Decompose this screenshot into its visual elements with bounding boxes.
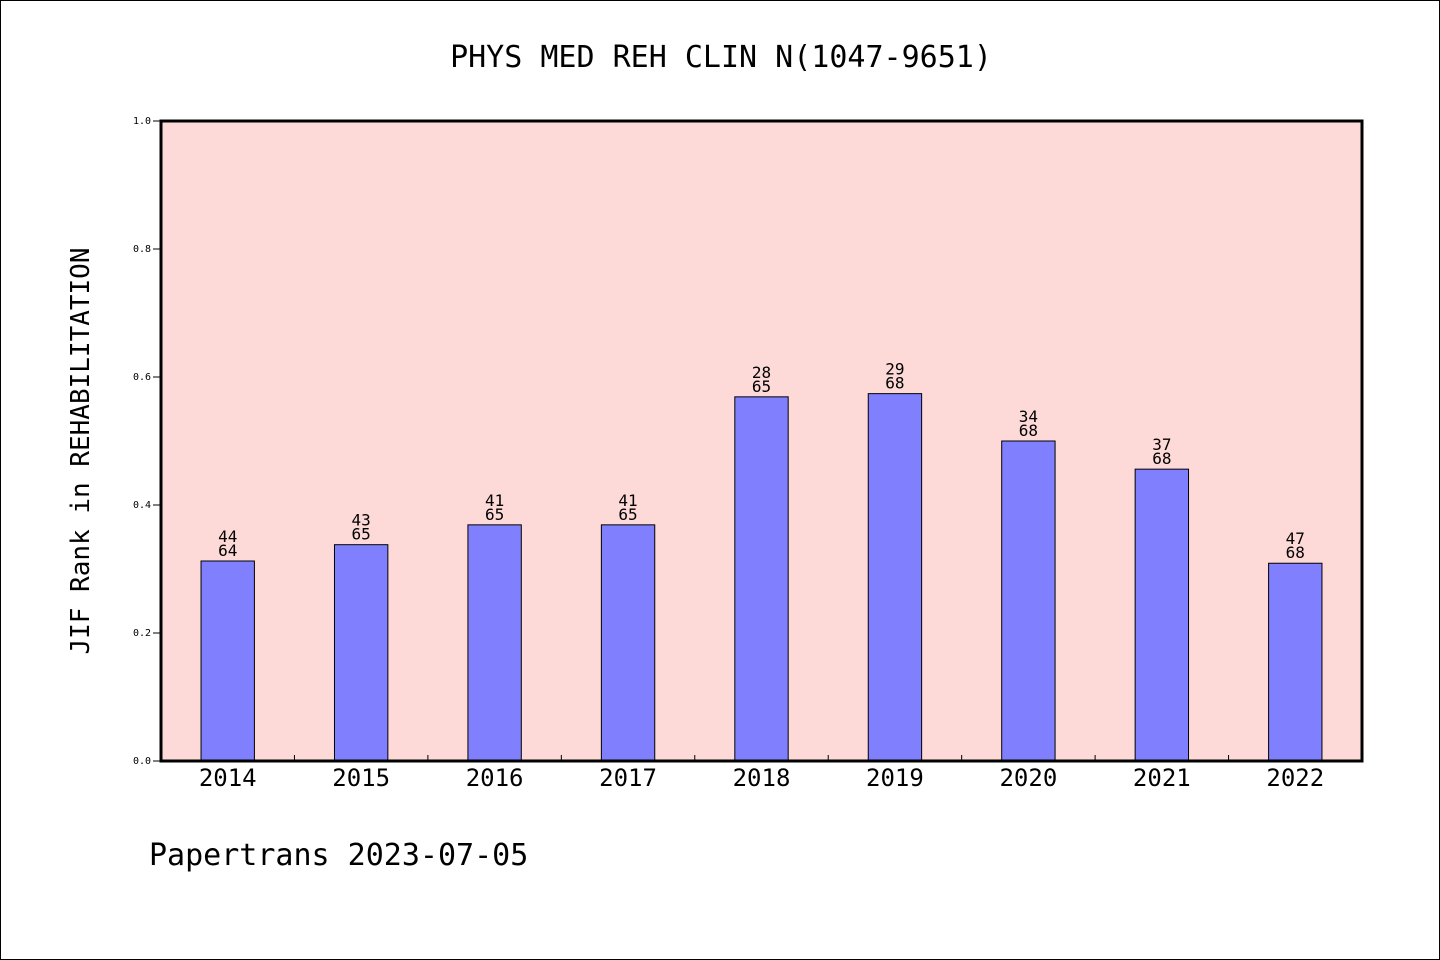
bar-rank-label: 41 (485, 491, 504, 510)
bar-total-label: 64 (218, 541, 237, 560)
x-tick-label: 2015 (332, 764, 390, 792)
bar-2014 (200, 560, 255, 762)
bar-2022 (1268, 562, 1323, 762)
bar-rank-label: 41 (618, 491, 637, 510)
x-tick-label: 2019 (866, 764, 924, 792)
y-tick-label: 0.6 (133, 372, 151, 383)
bar-total-label: 65 (352, 525, 371, 544)
bar-2015 (333, 544, 389, 762)
x-tick-label: 2017 (599, 764, 657, 792)
bar-total-label: 68 (1019, 421, 1038, 440)
x-tick-label: 2020 (999, 764, 1057, 792)
bar-rank-label: 34 (1019, 407, 1038, 426)
bar-rank-label: 29 (885, 360, 904, 379)
chart-title: PHYS MED REH CLIN N(1047-9651) (450, 40, 992, 75)
y-axis-label: JIF Rank in REHABILITATION (66, 248, 96, 655)
x-tick-label: 2022 (1266, 764, 1324, 792)
bar-total-label: 68 (1286, 543, 1305, 562)
plot-frame (159, 119, 1364, 763)
bar-rank-label: 44 (218, 527, 237, 546)
y-tick-label: 0.4 (133, 500, 151, 511)
footer-credit: Papertrans 2023-07-05 (149, 838, 528, 873)
bar-total-label: 65 (485, 505, 504, 524)
bar-2017 (600, 524, 656, 762)
bar-total-label: 65 (618, 505, 637, 524)
bars-group (200, 393, 1323, 762)
y-tick-label: 0.8 (133, 244, 151, 255)
y-axis: 0.0 0.2 0.4 0.6 0.8 1.0 (133, 116, 161, 767)
x-tick-label: 2016 (466, 764, 524, 792)
bar-rank-label: 37 (1152, 435, 1171, 454)
bar-rank-label: 43 (352, 511, 371, 530)
x-tick-label: 2018 (733, 764, 791, 792)
bar-rank-label: 47 (1286, 529, 1305, 548)
bar-rank-label: 28 (752, 363, 771, 382)
x-axis: 2014 2015 2016 2017 2018 2019 2020 2021 2022 (199, 755, 1324, 792)
bar-2018 (734, 396, 789, 762)
bar-2016 (467, 524, 522, 762)
bar-total-label: 68 (885, 374, 904, 393)
y-tick-label: 1.0 (133, 116, 151, 127)
bar-2020 (1001, 440, 1056, 762)
x-tick-label: 2021 (1133, 764, 1191, 792)
y-tick-label: 0.0 (133, 756, 151, 767)
bar-2021 (1134, 468, 1190, 762)
bar-2019 (867, 393, 923, 762)
bar-total-label: 68 (1152, 449, 1171, 468)
y-tick-label: 0.2 (133, 628, 151, 639)
x-tick-label: 2014 (199, 764, 257, 792)
bar-total-label: 65 (752, 377, 771, 396)
